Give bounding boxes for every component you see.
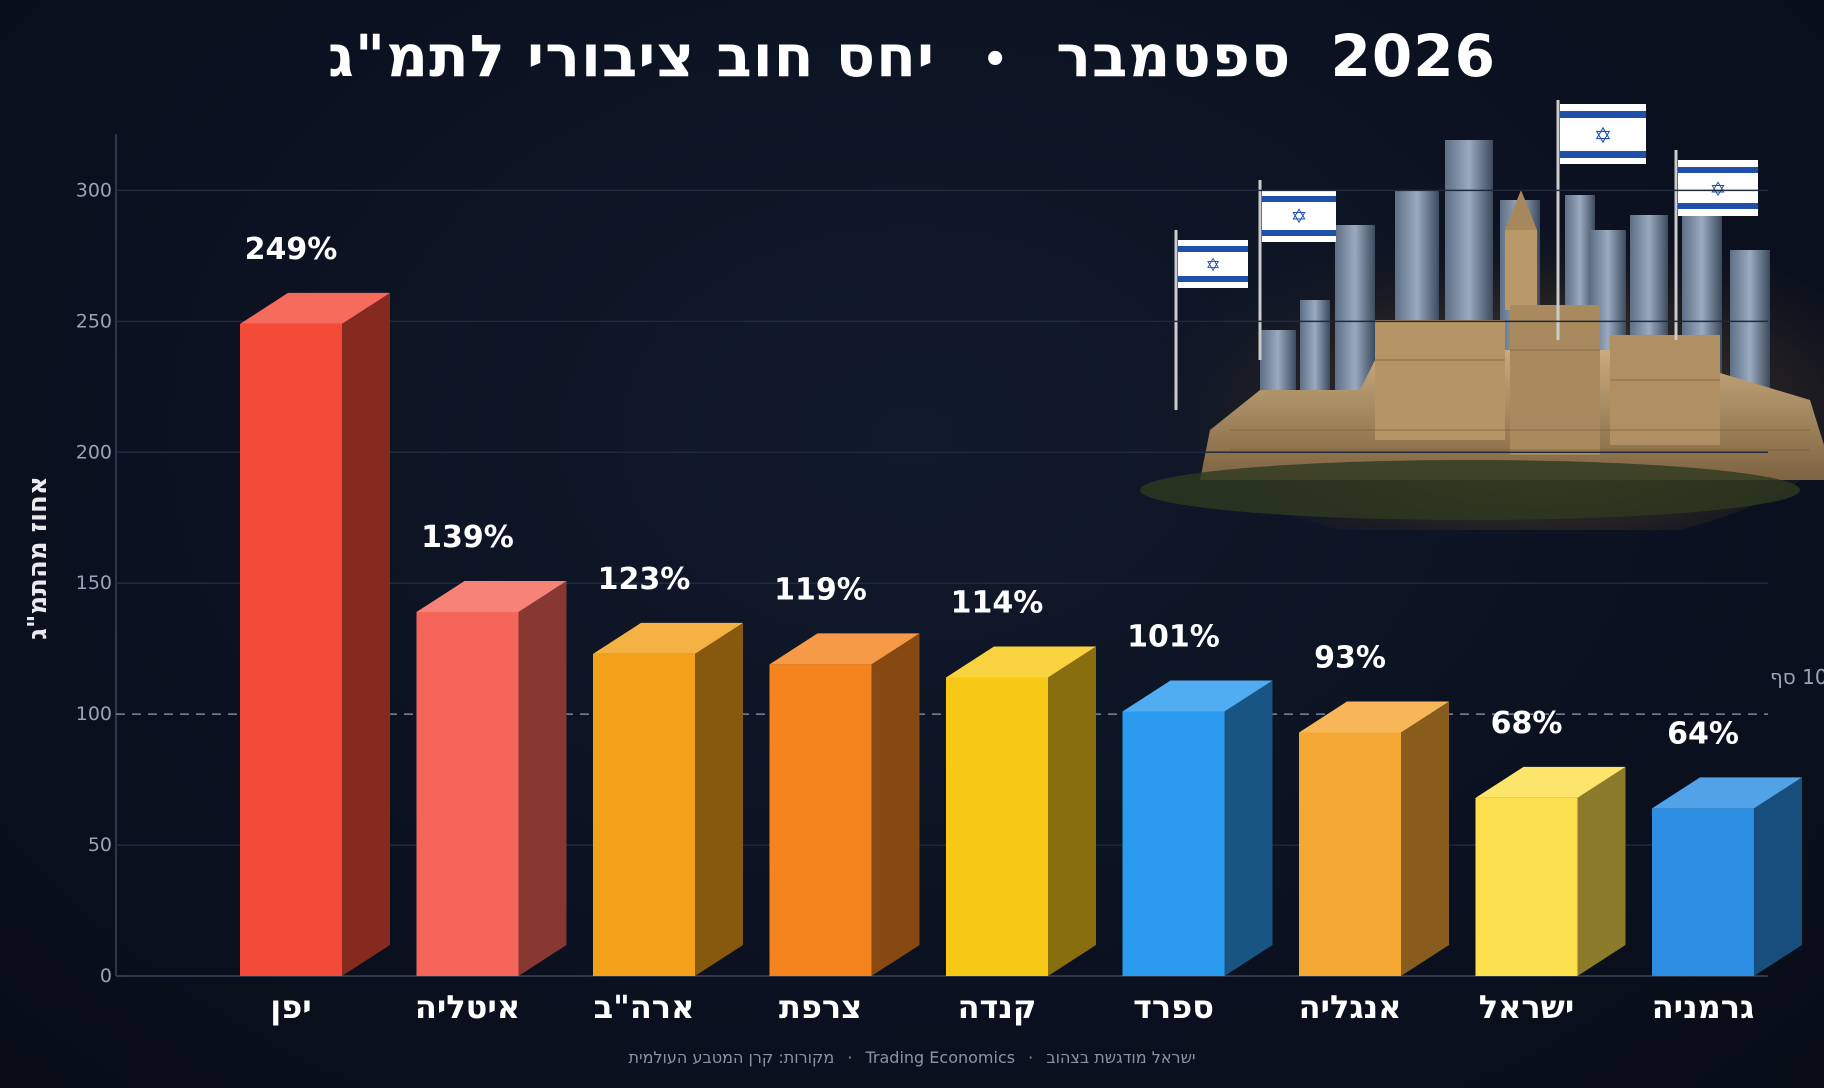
title-separator: •	[982, 36, 1009, 83]
israel-flag-icon: ✡	[1674, 150, 1758, 340]
y-tick-label: 200	[76, 441, 112, 463]
value-label: 64%	[1667, 716, 1739, 751]
category-label: ישראל	[1479, 988, 1575, 1026]
y-tick-label: 300	[76, 179, 112, 201]
svg-text:✡: ✡	[1710, 177, 1727, 201]
bar-front	[416, 611, 519, 976]
value-label: 123%	[598, 562, 691, 597]
y-tick-label: 0	[100, 965, 112, 987]
bar-front	[1652, 808, 1754, 976]
category-label: קנדה	[958, 988, 1037, 1026]
jerusalem-skyline-illustration: ✡ ✡ ✡ ✡	[1140, 100, 1824, 530]
israel-flag-icon: ✡	[1174, 230, 1248, 410]
source-dot-1: ·	[1028, 1048, 1034, 1067]
svg-text:✡: ✡	[1594, 124, 1612, 149]
bar-front	[1475, 797, 1578, 976]
x-axis-labels: יפן איטליה ארה"ב צרפת קנדה ספרד אנגליה ישראל גרמ…	[270, 988, 1754, 1026]
bar-7	[1299, 701, 1449, 976]
bar-5	[946, 646, 1096, 976]
title-month: ספטמבר	[1056, 22, 1292, 90]
bars	[240, 292, 1802, 976]
bar-2	[416, 580, 567, 976]
value-label: 101%	[1127, 620, 1220, 655]
category-label: ספרד	[1133, 988, 1214, 1026]
bar-top	[1122, 680, 1273, 712]
title-text: יחס חוב ציבורי לתמ"ג	[328, 22, 936, 90]
bar-top	[1475, 766, 1626, 798]
bar-side	[871, 633, 920, 976]
bar-front	[1122, 711, 1225, 976]
reference-line-label: 100% סף	[1770, 665, 1824, 689]
bar-side	[342, 292, 390, 976]
source-dot-2: ·	[847, 1048, 853, 1067]
svg-text:✡: ✡	[1291, 204, 1308, 228]
bar-side	[1401, 701, 1449, 976]
category-label: ארה"ב	[594, 988, 695, 1026]
bar-9	[1652, 777, 1802, 976]
y-axis-ticks: 0 50 100 150 200 250 300	[76, 179, 112, 987]
israel-flag-icon: ✡	[1556, 100, 1646, 340]
bar-front	[240, 323, 342, 976]
bar-top	[416, 580, 567, 612]
title-year: 2026	[1330, 22, 1496, 90]
category-label: צרפת	[779, 988, 862, 1026]
value-labels: 249% 139% 123% 119% 114% 101% 93% 68% 64%	[245, 232, 1739, 751]
bar-top	[1652, 777, 1802, 809]
svg-text:✡: ✡	[1205, 255, 1220, 276]
category-label: יפן	[270, 988, 311, 1026]
source-footer: ישראל מודגשת בצהוב · Trading Economics ·…	[0, 1048, 1824, 1067]
bar-side	[1048, 646, 1096, 976]
bar-front	[946, 677, 1048, 976]
bar-top	[1299, 701, 1449, 733]
bar-3	[593, 622, 743, 976]
value-label: 119%	[774, 572, 867, 607]
bar-1	[240, 292, 390, 976]
source-part-3: מקורות: קרן המטבע העולמית	[628, 1048, 835, 1067]
value-label: 249%	[245, 232, 338, 267]
value-label: 68%	[1491, 706, 1563, 741]
bar-front	[1299, 732, 1401, 976]
source-part-1: ישראל מודגשת בצהוב	[1046, 1048, 1196, 1067]
y-axis-label: אחוז מהתמ"ג	[23, 476, 53, 640]
y-tick-label: 150	[76, 572, 112, 594]
bar-top	[593, 622, 743, 654]
category-label: אנגליה	[1299, 988, 1402, 1026]
bar-8	[1475, 766, 1626, 976]
bar-top	[769, 633, 920, 665]
bar-front	[593, 653, 695, 976]
bar-side	[518, 580, 567, 976]
bar-side	[695, 622, 743, 976]
reference-line: 100% סף	[116, 665, 1824, 715]
y-tick-label: 100	[76, 703, 112, 725]
chart-title: 2026 ספטמבר • יחס חוב ציבורי לתמ"ג	[0, 22, 1824, 90]
bar-side	[1754, 777, 1802, 976]
israel-flag-icon: ✡	[1258, 180, 1336, 360]
bar-side	[1577, 766, 1626, 976]
category-label: איטליה	[415, 988, 520, 1026]
bar-top	[946, 646, 1096, 678]
value-label: 114%	[951, 585, 1044, 620]
bar-front	[769, 664, 872, 976]
y-tick-label: 50	[88, 834, 112, 856]
bar-6	[1122, 680, 1273, 976]
source-part-2: Trading Economics	[865, 1048, 1016, 1067]
y-tick-label: 250	[76, 310, 112, 332]
value-label: 139%	[421, 520, 514, 555]
category-label: גרמניה	[1652, 988, 1755, 1026]
value-label: 93%	[1314, 640, 1386, 675]
bar-top	[240, 292, 390, 324]
bar-side	[1224, 680, 1273, 976]
bar-4	[769, 633, 920, 976]
